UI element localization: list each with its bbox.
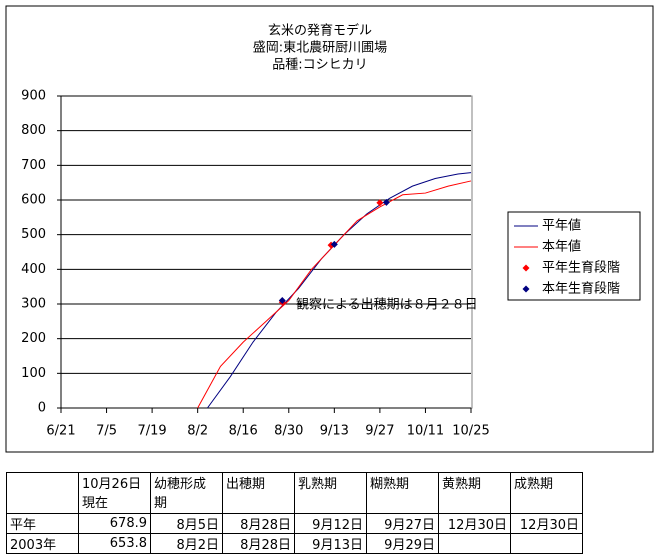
stage-marker <box>382 198 390 206</box>
legend-swatch <box>522 285 530 293</box>
stage-marker <box>278 297 286 305</box>
annotation: 観察による出穂期は８月２８日 <box>296 298 478 313</box>
table-cell: 9月27日 <box>366 513 439 534</box>
header-row: 10月26日 現在 幼穂形成期出穂期 乳熟期 糊熟期 黄熟期 成熟期 <box>6 472 583 514</box>
x-tick-label: 7/19 <box>138 424 167 439</box>
table-cell: 653.8 <box>78 533 151 554</box>
x-tick-label: 7/5 <box>96 424 117 439</box>
table-cell <box>510 533 583 554</box>
x-tick-label: 8/30 <box>274 424 303 439</box>
chart-title: 玄米の発育モデル <box>268 23 372 39</box>
y-tick-label: 500 <box>21 227 46 242</box>
y-tick-label: 0 <box>38 401 46 416</box>
chart-title: 盛岡:東北農研厨川圃場 <box>253 40 387 56</box>
table-cell: 12月30日 <box>510 513 583 534</box>
table-cell: 8月2日 <box>150 533 223 554</box>
table-cell: 成熟期 <box>510 472 583 514</box>
table-cell: 12月30日 <box>438 513 511 534</box>
table-cell: 9月13日 <box>294 533 367 554</box>
y-tick-label: 800 <box>21 123 46 138</box>
table-cell: 糊熟期 <box>366 472 439 514</box>
table-cell <box>438 533 511 554</box>
y-tick-label: 100 <box>21 366 46 381</box>
table-cell: 8月28日 <box>222 533 295 554</box>
legend-swatch <box>522 264 530 272</box>
x-tick-label: 9/27 <box>365 424 394 439</box>
stage-table: 10月26日 現在 幼穂形成期出穂期 乳熟期 糊熟期 黄熟期 成熟期 平年 678.9 8月5日 8… <box>6 472 583 554</box>
y-tick-label: 600 <box>21 193 46 208</box>
data-row: 2003年 653.8 8月2日 8月28日 9月13日 9月29日 <box>6 533 583 554</box>
x-tick-label: 9/13 <box>320 424 349 439</box>
table-cell: 8月5日 <box>150 513 223 534</box>
table-cell: 10月26日 現在 <box>78 472 151 514</box>
x-tick-label: 8/2 <box>187 424 208 439</box>
cell-text: 現在 <box>82 496 109 511</box>
table-cell: 8月28日 <box>222 513 295 534</box>
x-tick-label: 10/25 <box>452 424 489 439</box>
table-cell: 幼穂形成期 <box>150 472 223 514</box>
legend-label: 本年生育段階 <box>542 281 620 297</box>
x-tick-label: 6/21 <box>46 424 75 439</box>
table-cell: 2003年 <box>6 533 79 554</box>
chart-title: 品種:コシヒカリ <box>272 57 367 73</box>
cell-text: 期 <box>154 496 168 511</box>
table-cell: 乳熟期 <box>294 472 367 514</box>
legend-box <box>507 211 641 301</box>
table-cell <box>6 472 79 514</box>
stage-marker <box>376 199 384 207</box>
legend-label: 平年生育段階 <box>542 260 620 276</box>
y-tick-label: 300 <box>21 297 46 312</box>
plot-area <box>60 95 473 409</box>
table-cell: 9月29日 <box>366 533 439 554</box>
y-tick-label: 700 <box>21 158 46 173</box>
legend-label: 平年値 <box>542 218 581 234</box>
x-tick-label: 8/16 <box>229 424 258 439</box>
y-tick-label: 400 <box>21 262 46 277</box>
y-tick-label: 900 <box>21 89 46 104</box>
table-cell: 黄熟期 <box>438 472 511 514</box>
data-row: 平年 678.9 8月5日 8月28日 9月12日 9月27日 12月30日 12月30日 <box>6 513 583 534</box>
table-cell: 9月12日 <box>294 513 367 534</box>
y-tick-label: 200 <box>21 331 46 346</box>
table-cell: 平年 <box>6 513 79 534</box>
table-cell: 出穂期 <box>222 472 295 514</box>
cell-text: 10月26日 <box>82 477 142 492</box>
stage-marker <box>330 240 338 248</box>
table-cell: 678.9 <box>78 513 151 534</box>
legend-label: 本年値 <box>542 239 581 255</box>
x-tick-label: 10/11 <box>407 424 444 439</box>
cell-text: 幼穂形成 <box>154 477 207 492</box>
